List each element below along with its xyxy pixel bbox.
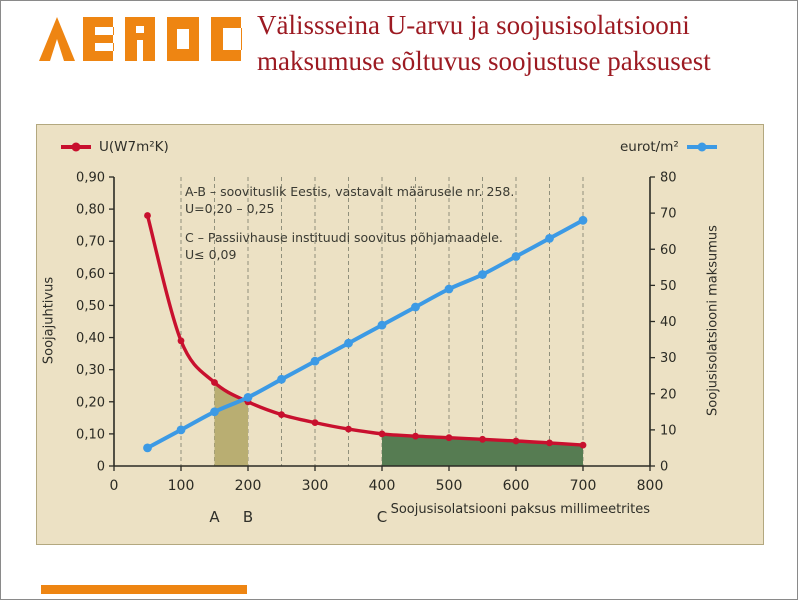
right-tick-label: 40: [660, 315, 677, 330]
left-tick-label: 0,20: [76, 395, 105, 410]
x-tick-label: 100: [168, 478, 195, 494]
right-tick-label: 0: [660, 460, 668, 475]
right-tick-label: 10: [660, 423, 677, 438]
x-tick-label: 300: [302, 478, 329, 494]
right-tick-label: 60: [660, 243, 677, 258]
logo-letter-e: [83, 17, 114, 61]
footer-accent-bar: [41, 585, 247, 594]
chart-panel: 0,90 0,80 0,70 0,60 0,50 0,40 0,30 0,20 0,10 0 80 7…: [36, 124, 764, 545]
region-A-B: [214, 382, 248, 466]
legend-left: U(W7m²K): [61, 139, 169, 155]
left-tick-label: 0,90: [76, 171, 105, 186]
x-tick-label: 0: [110, 478, 119, 494]
x-tick-label: 200: [235, 478, 262, 494]
x-tick-label: 600: [503, 478, 530, 494]
page-title-line1: Välissseina U-arvu ja soojusisolatsiooni: [257, 10, 690, 40]
right-tick-label: 30: [660, 351, 677, 366]
cost-series: [143, 215, 588, 453]
annotation: A-B – soovituslik Eestis, vastavalt määr…: [185, 183, 525, 263]
logo-letter-r: [125, 17, 155, 61]
right-tick-label: 70: [660, 207, 677, 222]
right-tick-label: 50: [660, 279, 677, 294]
x-tick-label: 700: [570, 478, 597, 494]
cost-legend-marker-icon: [686, 142, 717, 152]
x-tick-label: 800: [637, 478, 664, 494]
annotation-line-2: U=0,20 – 0,25: [185, 201, 275, 216]
logo-letter-o: [167, 17, 199, 61]
region-C: [382, 433, 583, 466]
logo-letter-c: [211, 17, 242, 61]
logo-letter-a: [39, 17, 75, 61]
legend-right-label: eurot/m²: [620, 139, 679, 155]
page-title: Välissseina U-arvu ja soojusisolatsiooni…: [257, 7, 782, 79]
left-tick-label: 0,80: [76, 203, 105, 218]
cost-legend-dot-icon: [697, 142, 707, 152]
x-tick-label: 400: [369, 478, 396, 494]
annotation-line-4: U≤ 0,09: [185, 247, 237, 262]
left-tick-label: 0,10: [76, 427, 105, 442]
x-marker-B: B: [243, 508, 253, 526]
left-tick-label: 0,30: [76, 363, 105, 378]
x-marker-A: A: [209, 508, 220, 526]
left-tick-label: 0,50: [76, 299, 105, 314]
left-tick-label: 0,40: [76, 331, 105, 346]
annotation-line-1: A-B – soovituslik Eestis, vastavalt määr…: [185, 184, 515, 199]
legend-right: eurot/m²: [620, 139, 717, 155]
left-tick-label: 0: [97, 460, 105, 475]
left-tick-label: 0,60: [76, 267, 105, 282]
u-value-legend-marker-icon: [61, 142, 91, 152]
legend-left-label: U(W7m²K): [99, 139, 169, 155]
right-tick-label: 20: [660, 387, 677, 402]
left-tick-label: 0,70: [76, 235, 105, 250]
x-tick-label: 500: [436, 478, 463, 494]
left-axis-title: Soojajuhtivus: [41, 276, 57, 365]
page-title-line2: maksumuse sõltuvus soojustuse paksusest: [257, 46, 711, 76]
x-axis-title: Soojusisolatsiooni paksus millimeetrites: [390, 502, 650, 517]
plot-svg: 0,90 0,80 0,70 0,60 0,50 0,40 0,30 0,20 0,10 0 80 7…: [76, 171, 677, 527]
u-value-legend-dot-icon: [71, 142, 81, 152]
right-tick-label: 80: [660, 171, 677, 186]
annotation-line-3: C – Passiivhause instituudi soovitus põh…: [185, 230, 503, 245]
aeroc-logo: [39, 17, 242, 61]
right-axis-title: Soojusisolatsiooni maksumus: [705, 225, 721, 416]
x-marker-C: C: [377, 508, 387, 526]
